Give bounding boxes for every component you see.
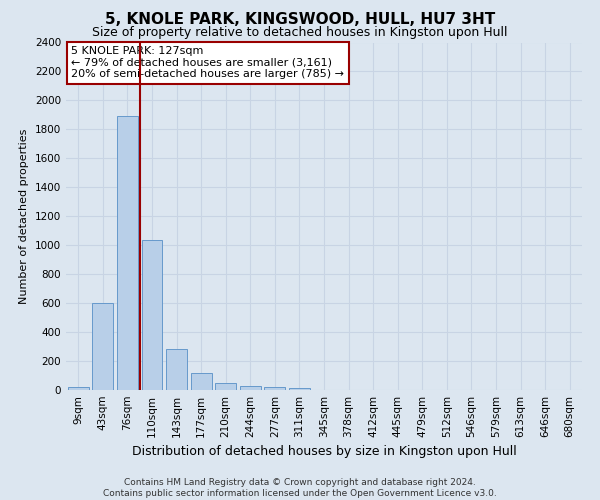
- Bar: [142, 240, 163, 390]
- Bar: [166, 350, 187, 390]
- Bar: [289, 388, 310, 390]
- Text: 5 KNOLE PARK: 127sqm
← 79% of detached houses are smaller (3,161)
20% of semi-de: 5 KNOLE PARK: 127sqm ← 79% of detached h…: [71, 46, 344, 79]
- Bar: [215, 383, 236, 390]
- Bar: [191, 374, 212, 390]
- Bar: [265, 387, 286, 390]
- Y-axis label: Number of detached properties: Number of detached properties: [19, 128, 29, 304]
- Bar: [240, 386, 261, 390]
- Bar: [117, 116, 138, 390]
- Bar: [68, 387, 89, 390]
- Text: 5, KNOLE PARK, KINGSWOOD, HULL, HU7 3HT: 5, KNOLE PARK, KINGSWOOD, HULL, HU7 3HT: [105, 12, 495, 28]
- Text: Contains HM Land Registry data © Crown copyright and database right 2024.
Contai: Contains HM Land Registry data © Crown c…: [103, 478, 497, 498]
- Text: Size of property relative to detached houses in Kingston upon Hull: Size of property relative to detached ho…: [92, 26, 508, 39]
- Bar: [92, 303, 113, 390]
- X-axis label: Distribution of detached houses by size in Kingston upon Hull: Distribution of detached houses by size …: [131, 446, 517, 458]
